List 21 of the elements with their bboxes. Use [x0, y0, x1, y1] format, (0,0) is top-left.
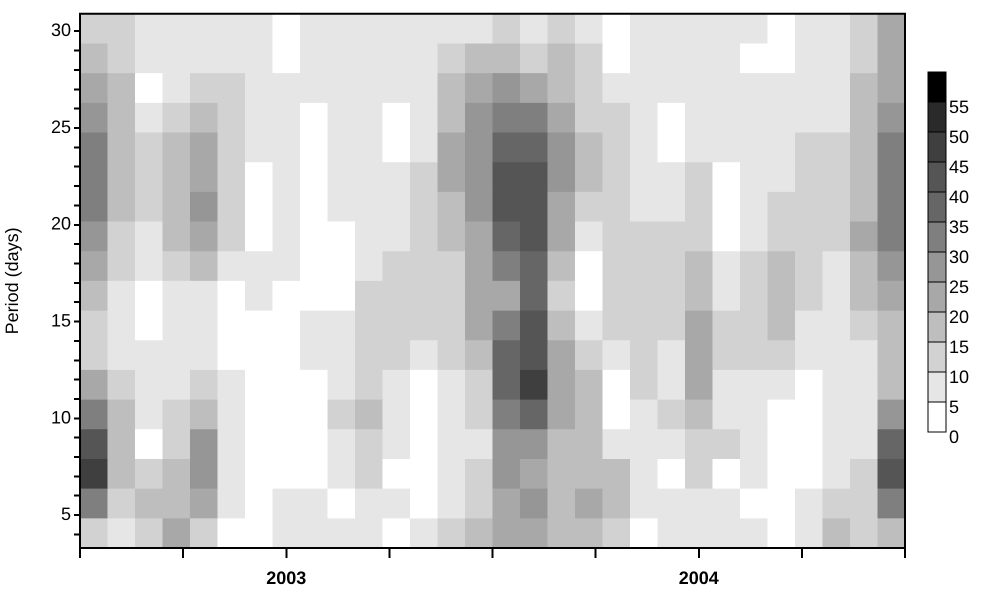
color-bar-label: 45	[949, 156, 970, 177]
color-bar-label: 0	[949, 426, 960, 447]
y-tick-label: 20	[50, 214, 71, 234]
y-tick-label: 5	[60, 504, 71, 524]
color-bar-label: 40	[949, 186, 970, 207]
y-tick-label: 25	[50, 116, 71, 137]
color-bar-label: 50	[949, 126, 970, 147]
y-tick-label: 15	[50, 310, 71, 331]
color-bar-label: 15	[949, 336, 970, 357]
color-bar-label: 55	[949, 96, 970, 117]
color-bar-label: 30	[949, 246, 970, 267]
color-bar-label: 20	[949, 306, 970, 327]
color-bar-label: 5	[949, 396, 960, 417]
y-axis-title: Period (days)	[2, 227, 22, 334]
color-bar-label: 10	[949, 366, 970, 387]
color-bar-label: 25	[949, 276, 970, 297]
color-bar-label: 35	[949, 216, 970, 237]
x-tick-label: 2003	[266, 568, 306, 588]
y-tick-label: 30	[50, 20, 71, 40]
y-tick-label: 10	[50, 407, 71, 428]
x-tick-label: 2004	[678, 568, 719, 588]
